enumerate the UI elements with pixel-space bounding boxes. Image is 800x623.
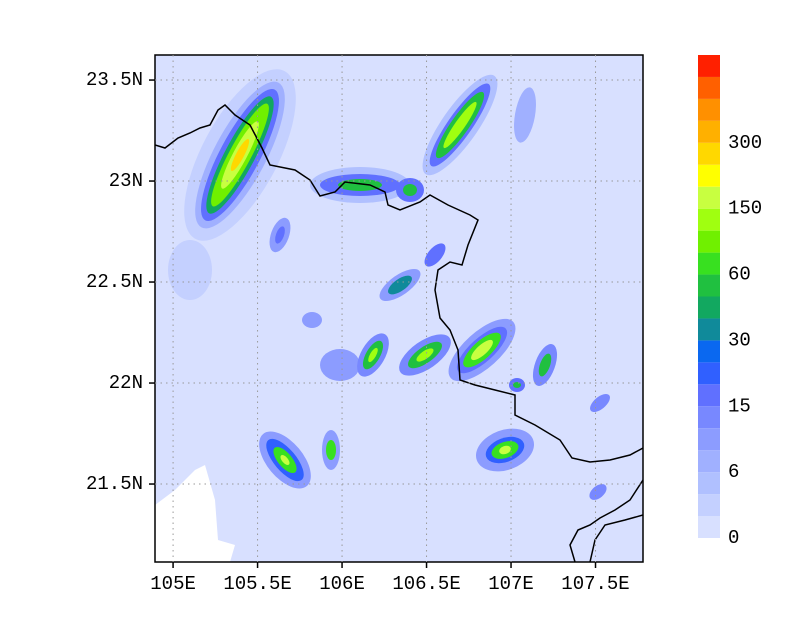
precipitation-field: [155, 55, 643, 562]
colorbar-label: 60: [728, 264, 751, 286]
colorbar-label: 0: [728, 527, 739, 549]
colorbar: 0 6 15 30 60 150 300: [698, 55, 762, 549]
colorbar-swatch: [698, 55, 720, 77]
y-tick-label: 23N: [109, 170, 143, 192]
x-tick-label: 107E: [488, 573, 534, 595]
colorbar-swatch: [698, 516, 720, 538]
colorbar-swatch: [698, 164, 720, 187]
colorbar-swatch: [698, 296, 720, 319]
colorbar-swatch: [698, 98, 720, 121]
missing-area: [155, 465, 235, 562]
colorbar-swatch: [698, 472, 720, 495]
y-tick-label: 21.5N: [86, 473, 143, 495]
colorbar-swatch: [698, 494, 720, 517]
colorbar-swatch: [698, 252, 720, 275]
x-tick-label: 105E: [150, 573, 196, 595]
colorbar-swatch: [698, 230, 720, 253]
colorbar-label: 30: [728, 329, 751, 351]
axes: 105E 105.5E 106E 106.5E 107E 107.5E 21.5N 22N 22…: [86, 55, 643, 595]
colorbar-swatch: [698, 318, 720, 341]
colorbar-swatch: [698, 274, 720, 297]
plot-frame: [154, 54, 644, 563]
y-tick-label: 23.5N: [86, 69, 143, 91]
colorbar-swatch: [698, 76, 720, 99]
colorbar-swatch: [698, 428, 720, 451]
colorbar-swatch: [698, 406, 720, 429]
colorbar-swatch: [698, 384, 720, 407]
colorbar-swatch: [698, 450, 720, 473]
colorbar-swatch: [698, 186, 720, 209]
x-tick-label: 106E: [319, 573, 365, 595]
colorbar-swatch: [698, 362, 720, 385]
x-tick-label: 105.5E: [223, 573, 291, 595]
colorbar-swatch: [698, 120, 720, 143]
colorbar-swatch: [698, 340, 720, 363]
cells: [168, 69, 610, 500]
colorbar-label: 300: [728, 132, 762, 154]
x-tick-label: 107.5E: [561, 573, 629, 595]
y-tick-label: 22.5N: [86, 271, 143, 293]
y-tick-label: 22N: [109, 372, 143, 394]
colorbar-label: 6: [728, 461, 739, 483]
colorbar-swatch: [698, 208, 720, 231]
colorbar-swatch: [698, 142, 720, 165]
colorbar-label: 150: [728, 198, 762, 220]
colorbar-label: 15: [728, 395, 751, 417]
borders: [155, 104, 643, 562]
x-tick-label: 106.5E: [392, 573, 460, 595]
